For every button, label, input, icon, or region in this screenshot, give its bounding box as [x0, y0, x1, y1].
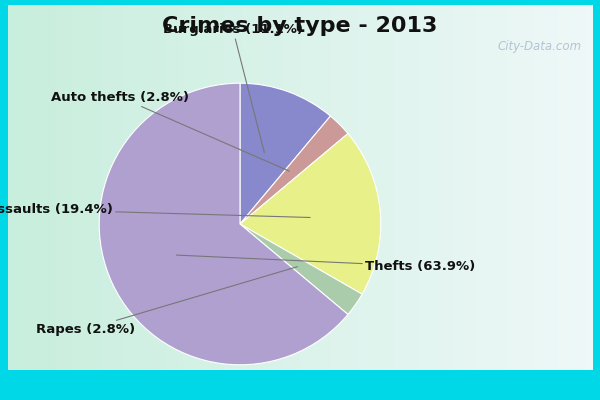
- Wedge shape: [240, 83, 331, 224]
- Wedge shape: [240, 116, 348, 224]
- Text: Thefts (63.9%): Thefts (63.9%): [176, 255, 475, 273]
- Text: Assaults (19.4%): Assaults (19.4%): [0, 204, 310, 218]
- Wedge shape: [240, 134, 381, 294]
- Wedge shape: [240, 224, 362, 314]
- Text: City-Data.com: City-Data.com: [498, 40, 582, 53]
- Text: Burglaries (11.1%): Burglaries (11.1%): [163, 23, 303, 152]
- Wedge shape: [99, 83, 348, 365]
- Text: Crimes by type - 2013: Crimes by type - 2013: [163, 16, 437, 36]
- Text: Auto thefts (2.8%): Auto thefts (2.8%): [52, 91, 289, 171]
- Text: Rapes (2.8%): Rapes (2.8%): [35, 267, 298, 336]
